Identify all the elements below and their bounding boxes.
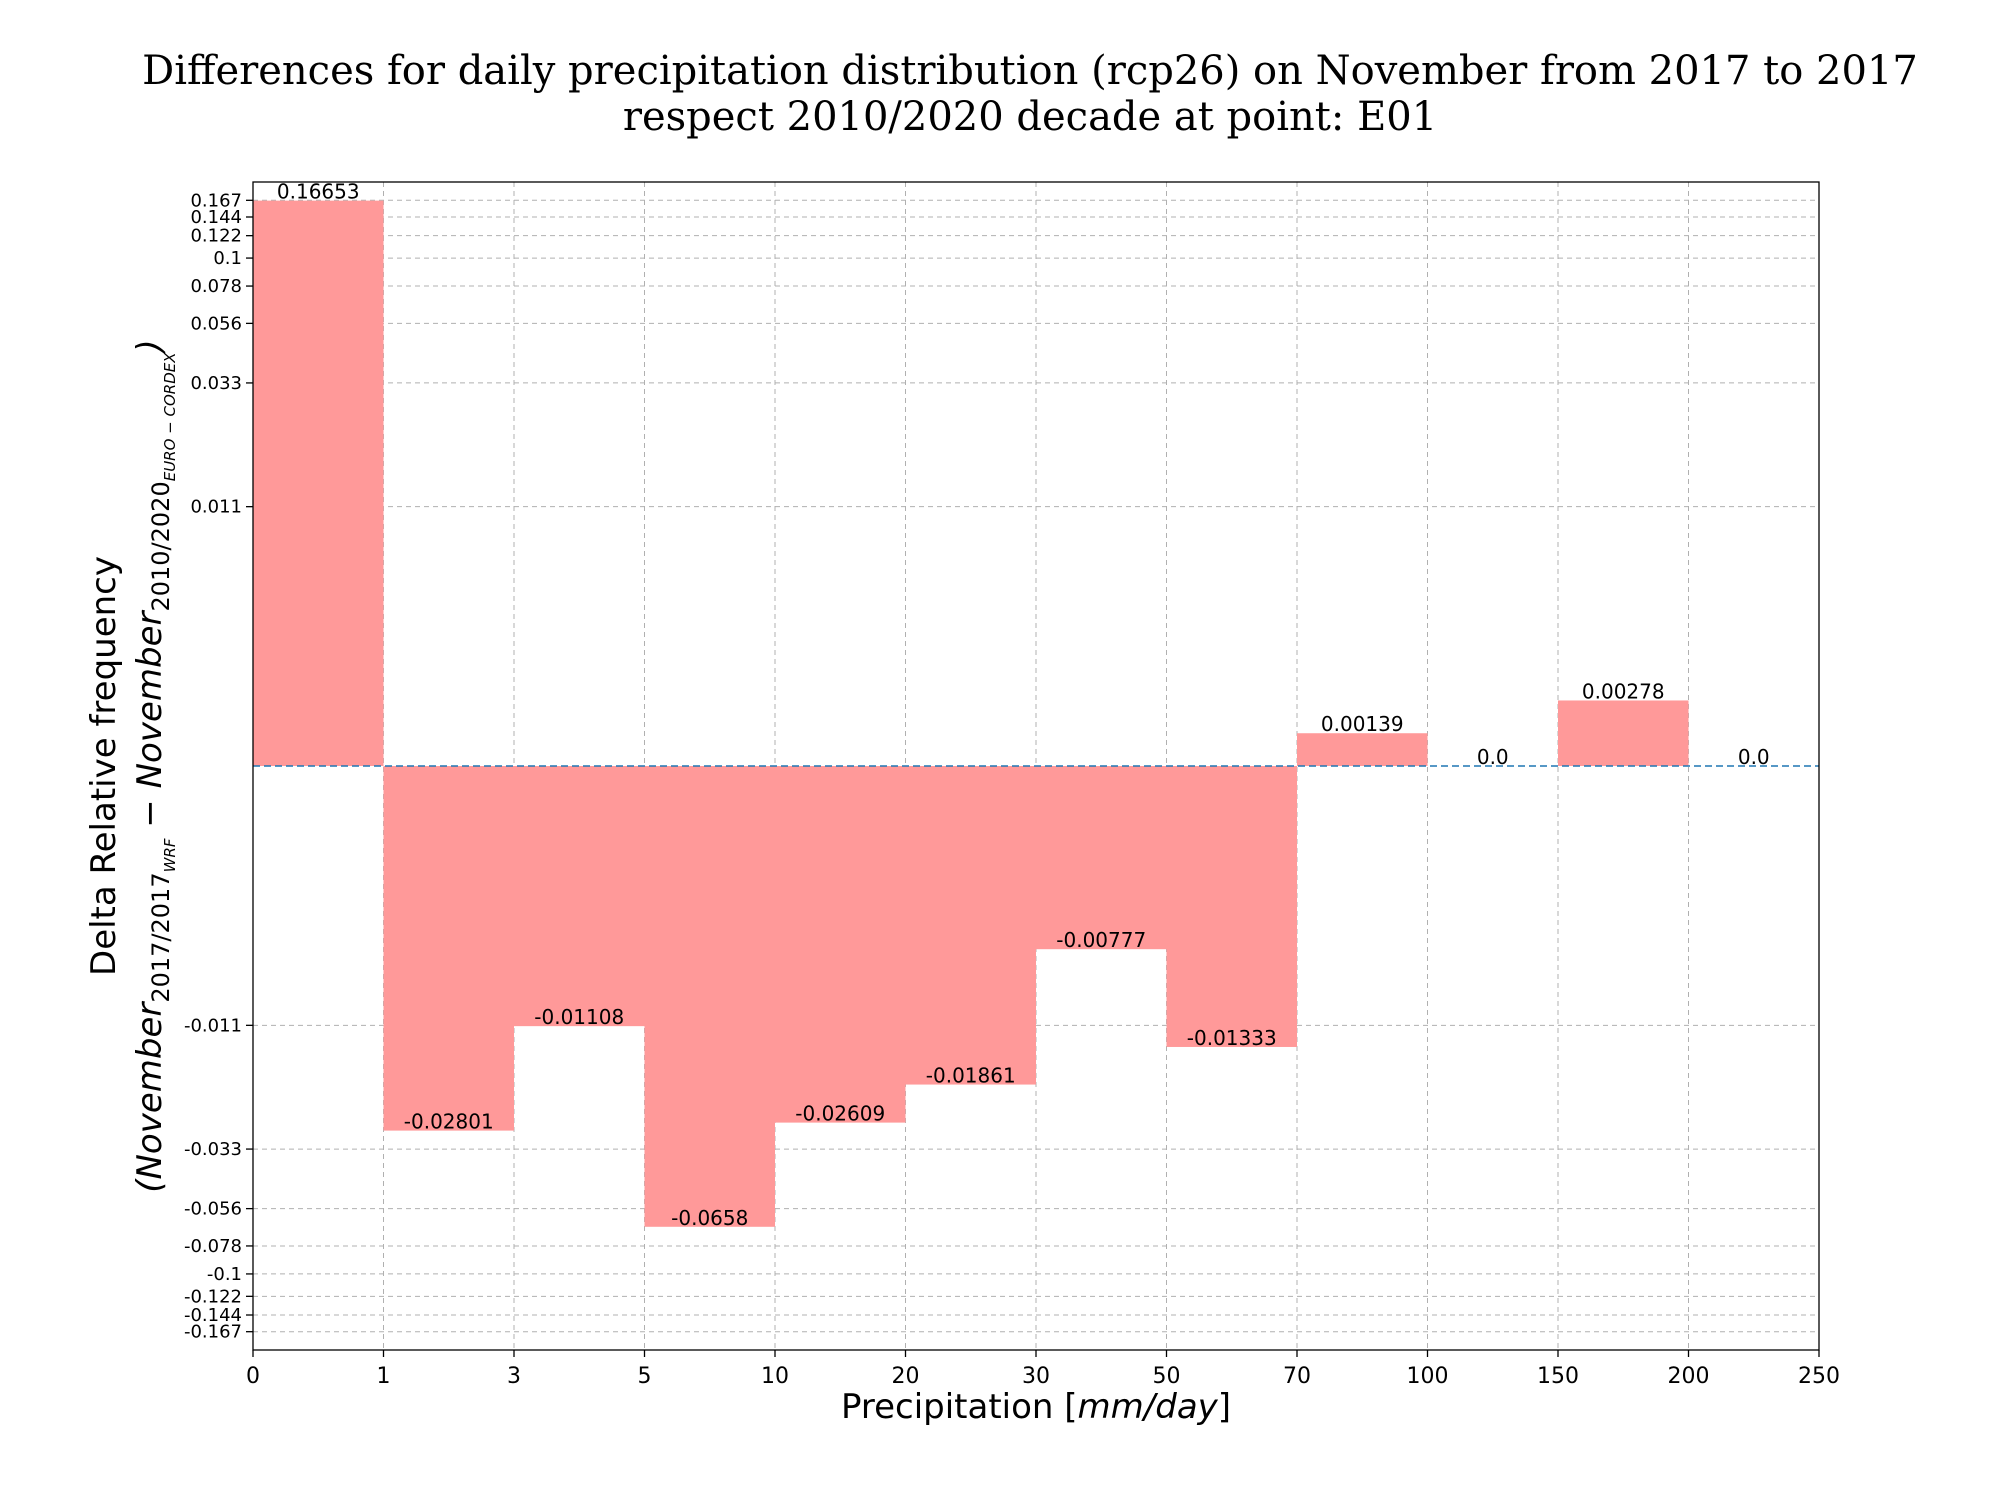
y-tick-label: 0.167 bbox=[190, 190, 242, 211]
y-tick-label: 0.144 bbox=[190, 207, 242, 228]
y-tick-label: -0.122 bbox=[184, 1286, 242, 1307]
bar bbox=[383, 766, 514, 1131]
y-tick-label: -0.078 bbox=[184, 1236, 242, 1257]
bar bbox=[1297, 733, 1428, 766]
y-tick-label: 0.011 bbox=[190, 497, 242, 518]
data-label: -0.00777 bbox=[1056, 928, 1146, 952]
bar bbox=[514, 766, 645, 1027]
data-labels: 0.16653 -0.02801 -0.01108 -0.0658 -0.02609 -0… bbox=[277, 180, 1770, 1230]
y-tick-label: 0.056 bbox=[190, 313, 242, 334]
y-tick-label: -0.144 bbox=[184, 1305, 242, 1326]
data-label: -0.0658 bbox=[671, 1206, 748, 1230]
x-tick-label: 20 bbox=[892, 1364, 920, 1389]
y-tick-label: -0.033 bbox=[184, 1139, 242, 1160]
x-tick-label: 1 bbox=[377, 1364, 391, 1389]
data-label: -0.02609 bbox=[795, 1102, 885, 1126]
x-tick-label: 3 bbox=[507, 1364, 521, 1389]
bar bbox=[1036, 766, 1167, 950]
x-tick-label: 0 bbox=[246, 1364, 260, 1389]
data-label: -0.02801 bbox=[404, 1110, 494, 1134]
chart-title-line-2: respect 2010/2020 decade at point: E01 bbox=[623, 94, 1437, 140]
x-tick-label: 100 bbox=[1407, 1364, 1449, 1389]
y-tick-label: 0.078 bbox=[190, 276, 242, 297]
bar bbox=[1558, 700, 1689, 766]
y-axis-label-line-1: Delta Relative frequency bbox=[84, 556, 124, 976]
y-axis-label-term-a: November bbox=[130, 1001, 170, 1180]
data-label: 0.0 bbox=[1738, 745, 1770, 769]
x-axis-label-unit: mm/day bbox=[1078, 1387, 1219, 1427]
x-tick-label: 250 bbox=[1798, 1364, 1840, 1389]
data-label: -0.01108 bbox=[534, 1005, 624, 1029]
x-tick-label: 150 bbox=[1537, 1364, 1579, 1389]
y-axis-label-term-b-subsub: EURO − CORDEX bbox=[161, 352, 179, 482]
y-tick-label: 0.1 bbox=[213, 248, 242, 269]
y-axis-label-term-b-sub: 2010/2020 bbox=[147, 481, 175, 611]
bar bbox=[253, 200, 384, 766]
chart-title: Differences for daily precipitation dist… bbox=[142, 48, 1918, 140]
y-axis-label-term-b: November bbox=[130, 610, 170, 789]
x-tick-label: 70 bbox=[1283, 1364, 1311, 1389]
y-axis-label-close: ) bbox=[130, 339, 170, 355]
x-tick-label: 30 bbox=[1022, 1364, 1050, 1389]
y-axis-label-term-a-sub: 2017/2017 bbox=[147, 872, 175, 1002]
y-axis-label-line-2: (November2017/2017WRF − November2010/202… bbox=[130, 339, 179, 1193]
x-tick-label: 200 bbox=[1668, 1364, 1710, 1389]
chart-title-line-1: Differences for daily precipitation dist… bbox=[142, 48, 1918, 94]
data-label: -0.01861 bbox=[926, 1064, 1016, 1088]
x-axis-label-text: Precipitation [ bbox=[841, 1387, 1078, 1427]
grid-lines bbox=[253, 182, 1819, 1350]
data-label: -0.01333 bbox=[1187, 1026, 1277, 1050]
x-axis-label: Precipitation [mm/day] bbox=[841, 1387, 1231, 1427]
data-label: 0.0 bbox=[1477, 745, 1509, 769]
y-tick-label: -0.056 bbox=[184, 1199, 242, 1220]
x-tick-label: 10 bbox=[761, 1364, 789, 1389]
y-tick-label: -0.1 bbox=[207, 1264, 242, 1285]
bar bbox=[1166, 766, 1297, 1047]
x-tick-label: 5 bbox=[638, 1364, 652, 1389]
y-tick-label: 0.033 bbox=[190, 373, 242, 394]
data-label: 0.16653 bbox=[277, 180, 360, 204]
bar bbox=[775, 766, 906, 1123]
y-tick-label: -0.167 bbox=[184, 1322, 242, 1343]
y-axis-label-open: ( bbox=[130, 1178, 170, 1193]
x-axis-ticks: 0 1 3 5 10 20 30 50 70 100 150 200 250 bbox=[246, 1350, 1840, 1389]
x-axis-label-end: ] bbox=[1218, 1387, 1231, 1427]
bar bbox=[905, 766, 1036, 1085]
data-label: 0.00278 bbox=[1582, 679, 1665, 703]
y-tick-label: -0.011 bbox=[184, 1015, 242, 1036]
y-axis-label: Delta Relative frequency (November2017/2… bbox=[84, 339, 179, 1193]
data-label: 0.00139 bbox=[1321, 712, 1404, 736]
y-tick-label: 0.122 bbox=[190, 226, 242, 247]
x-tick-label: 50 bbox=[1153, 1364, 1181, 1389]
y-axis-label-minus: − bbox=[130, 788, 170, 838]
bar bbox=[644, 766, 775, 1227]
y-axis-label-term-a-subsub: WRF bbox=[161, 838, 179, 872]
bars bbox=[253, 200, 1689, 1227]
